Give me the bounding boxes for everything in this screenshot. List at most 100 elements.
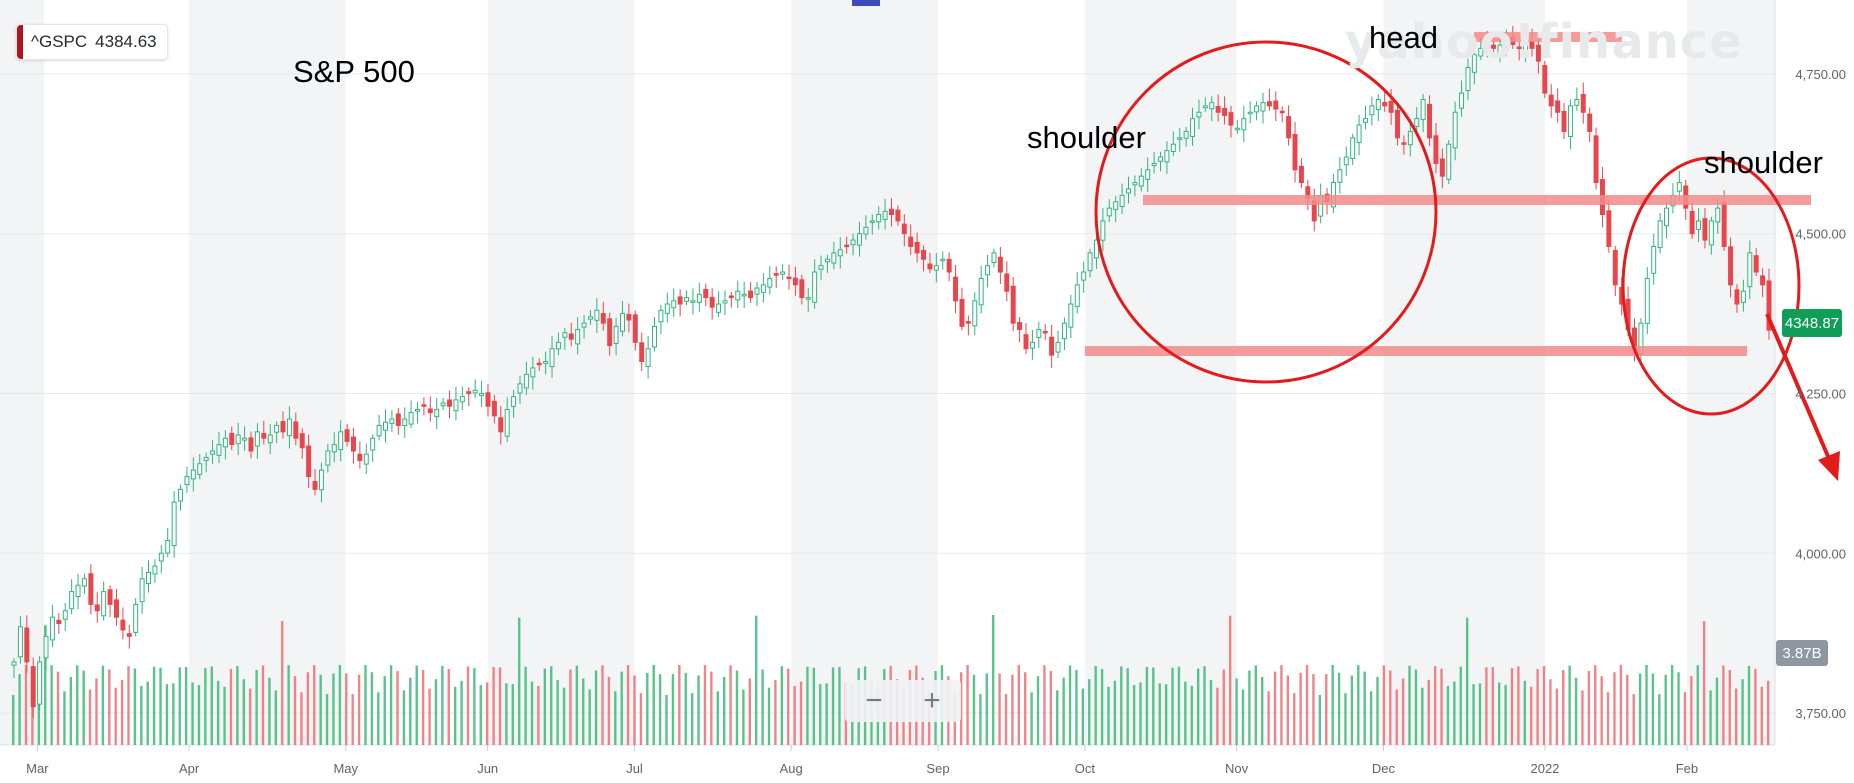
volume-bar (639, 693, 643, 745)
volume-bar (1139, 682, 1142, 745)
volume-bar (825, 683, 828, 745)
volume-bar (1510, 668, 1514, 745)
volume-bar (1024, 672, 1027, 745)
candle-body (1241, 118, 1247, 131)
candle-body (824, 258, 830, 263)
candle-body (280, 421, 286, 433)
candle-body (831, 252, 837, 264)
candle-body (178, 488, 184, 502)
candle-body (1100, 220, 1106, 241)
volume-bar (780, 666, 784, 745)
x-tick-label: May (333, 761, 358, 776)
candle-body (1651, 245, 1657, 274)
candle-body (62, 610, 68, 620)
volume-bar (819, 684, 822, 745)
volume-bar (678, 665, 681, 745)
candle-body (773, 273, 779, 276)
volume-bar (332, 673, 335, 745)
candle-body (1126, 188, 1131, 194)
candle-body (1273, 100, 1279, 110)
volume-bar (127, 666, 130, 745)
volume-bar (959, 672, 963, 745)
volume-bar (588, 689, 591, 745)
candle-body (780, 271, 786, 275)
candle-body (210, 450, 216, 455)
candle-body (427, 408, 433, 414)
candle-body (889, 208, 894, 216)
candle-body (1606, 210, 1612, 247)
volume-bar (223, 686, 226, 745)
candle-body (485, 392, 491, 407)
volume-bar (1120, 666, 1123, 745)
volume-bar (1337, 672, 1341, 745)
candle-body (242, 437, 248, 441)
candle-body (658, 309, 664, 323)
candle-body (568, 333, 574, 340)
month-band (189, 0, 346, 745)
candle-body (1164, 150, 1170, 163)
candle-body (101, 591, 107, 617)
candle-body (1202, 105, 1208, 109)
candle-body (49, 616, 55, 641)
volume-bar (466, 666, 470, 745)
volume-bar (774, 679, 777, 745)
candle-body (652, 325, 657, 348)
zoom-in-button[interactable]: + (923, 684, 941, 717)
candle-body (376, 424, 382, 437)
range-selector-tab[interactable] (852, 0, 880, 6)
volume-bar (1504, 685, 1507, 745)
candle-body (786, 276, 792, 280)
volume-bar (108, 669, 111, 745)
volume-bar (1216, 687, 1219, 745)
candle-body (549, 348, 555, 368)
candle-body (1196, 111, 1202, 118)
candle-body (1042, 330, 1048, 334)
candle-body (165, 539, 171, 554)
candle-body (1228, 112, 1234, 126)
ticker-badge[interactable]: ^GSPC 4384.63 (16, 24, 168, 60)
volume-bar (50, 665, 53, 745)
volume-bar (562, 687, 566, 745)
volume-bar (697, 675, 700, 745)
candle-body (1049, 336, 1055, 356)
candle-body (741, 293, 747, 297)
volume-bar (1177, 666, 1181, 745)
candle-body (1004, 273, 1010, 292)
volume-bar (1318, 694, 1322, 745)
candle-body (735, 290, 741, 301)
volume-bar (1158, 683, 1161, 745)
volume-bar (1100, 669, 1104, 745)
volume-bar (1562, 669, 1565, 745)
candle-body (1158, 156, 1164, 162)
volume-bar (1670, 665, 1674, 745)
volume-bar (338, 665, 342, 745)
candle-body (1535, 44, 1541, 62)
candle-body (1356, 124, 1362, 143)
candle-body (274, 424, 280, 433)
candle-body (1689, 210, 1695, 235)
x-tick-label: Oct (1075, 761, 1096, 776)
volume-bar (1312, 674, 1315, 745)
zoom-out-button[interactable]: − (865, 684, 883, 717)
volume-bar (1369, 691, 1373, 745)
volume-bar (1261, 676, 1264, 745)
volume-bar (101, 665, 105, 745)
candle-body (671, 300, 677, 309)
volume-bar (1709, 690, 1712, 745)
volume-bar (806, 666, 809, 745)
volume-bar (216, 680, 220, 745)
candle-body (235, 434, 241, 445)
volume-bar (313, 665, 316, 745)
candle-body (120, 619, 126, 631)
volume-bar (191, 682, 194, 745)
volume-bar (120, 679, 124, 745)
candle-body (1587, 113, 1593, 132)
volume-bar (1350, 675, 1354, 745)
candle-body (421, 404, 427, 407)
volume-bar (24, 665, 28, 745)
volume-bar (428, 688, 431, 745)
volume-bar (1690, 676, 1693, 745)
candle-body (1177, 137, 1183, 140)
candle-body (1074, 284, 1080, 308)
